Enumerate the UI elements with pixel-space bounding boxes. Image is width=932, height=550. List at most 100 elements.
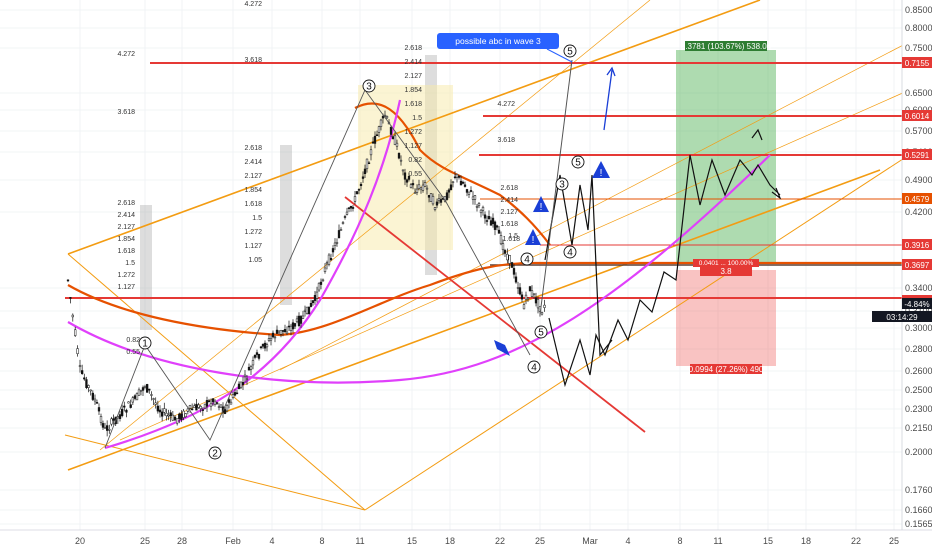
time-axis[interactable]: 20 25 28 Feb 4 8 11 15 18 22 25 Mar 4 8 11 15 18 22 25 xyxy=(0,529,932,550)
blue-arrow-head xyxy=(606,66,616,77)
candle-body xyxy=(118,414,122,419)
candle-body xyxy=(188,405,192,409)
candle-body xyxy=(381,115,385,119)
candle-body xyxy=(267,338,271,341)
candle-body xyxy=(287,325,291,328)
price-tag xyxy=(902,110,932,121)
fib-level-label: 2.127 xyxy=(244,173,262,180)
candle-body xyxy=(297,315,301,327)
candle-body xyxy=(167,414,170,417)
candle-body xyxy=(315,291,319,299)
candle-body xyxy=(197,404,200,408)
candle-body xyxy=(173,416,177,421)
candle-body xyxy=(487,216,491,220)
candle-body xyxy=(477,203,481,206)
candle-body xyxy=(518,287,522,295)
candle-body xyxy=(145,384,149,393)
price-tag-label: 0.5291 xyxy=(905,151,930,160)
candle-body xyxy=(143,386,147,388)
candle-body xyxy=(110,418,113,425)
candle-body xyxy=(524,294,528,300)
long-target-label: 0.3781 (103.67%) 538.04 xyxy=(681,42,772,51)
candle-body xyxy=(359,183,363,186)
price-tick-label: 0.4900 xyxy=(905,175,932,185)
wave3-line xyxy=(539,59,573,316)
blue-arrow xyxy=(603,69,613,131)
candle-body xyxy=(303,309,307,312)
candle-body xyxy=(341,222,345,224)
fib-level-label: 1.272 xyxy=(244,229,262,236)
candle-body xyxy=(184,413,187,418)
candle-body xyxy=(305,306,309,314)
candle-body xyxy=(105,425,109,431)
candle-body xyxy=(403,172,407,180)
wave-marker xyxy=(138,336,152,350)
fib-level-label: 1.127 xyxy=(244,243,262,250)
candle-body xyxy=(522,304,526,310)
entry-ratio-label: 3.8 xyxy=(720,267,732,276)
fib-level-label: 3.618 xyxy=(117,109,135,116)
candle-body xyxy=(190,408,194,411)
candle-body xyxy=(323,267,327,272)
ema-long xyxy=(67,261,932,337)
candle-body xyxy=(389,127,393,135)
price-tag xyxy=(872,311,932,322)
candle-body xyxy=(506,254,509,261)
time-tick-label: 15 xyxy=(763,536,773,546)
price-tag xyxy=(902,57,932,68)
svg-text:!: ! xyxy=(540,202,543,213)
candle-body xyxy=(87,385,90,388)
candle-body xyxy=(99,415,103,423)
candle-body xyxy=(231,394,235,398)
fib-level-label: 2.127 xyxy=(404,73,422,80)
wave-marker xyxy=(555,177,569,191)
candle-body xyxy=(76,348,79,354)
candle-body xyxy=(495,225,499,228)
candle-body xyxy=(133,395,137,399)
price-tag xyxy=(902,298,932,309)
candle-body xyxy=(225,405,229,412)
time-tick-label: Feb xyxy=(225,536,241,546)
candle-body xyxy=(83,377,86,380)
candle-body xyxy=(313,295,317,301)
fib-level-label: 1.5 xyxy=(412,115,422,122)
fib-level-label: 1.272 xyxy=(117,272,135,279)
candle-body xyxy=(491,217,495,225)
candle-body xyxy=(399,159,403,162)
candle-body xyxy=(203,403,207,409)
candle-body xyxy=(205,400,209,407)
candle-body xyxy=(540,312,544,315)
candle-body xyxy=(80,370,84,374)
candle-body xyxy=(245,378,249,380)
price-axis[interactable]: 0.85000.80000.75000.65000.60000.57000.54… xyxy=(872,0,932,530)
candle-body xyxy=(253,354,257,358)
fib-level-label: 1.272 xyxy=(404,129,422,136)
time-tick-label: 4 xyxy=(269,536,274,546)
candle-body xyxy=(247,366,251,371)
candle-body xyxy=(97,407,101,412)
candle-body xyxy=(481,206,485,211)
fib-level-label: 2.618 xyxy=(404,45,422,52)
candle-body xyxy=(461,181,465,184)
price-tag-label: 0.3916 xyxy=(905,241,930,250)
time-tick-label: 8 xyxy=(677,536,682,546)
candle-body xyxy=(277,330,281,333)
price-tag xyxy=(902,193,932,204)
price-tick-label: 0.8000 xyxy=(905,23,932,33)
candle-body xyxy=(273,336,277,339)
candle-body xyxy=(419,187,423,190)
fib-level-label: 2.127 xyxy=(117,224,135,231)
candle-body xyxy=(455,173,459,178)
candle-body xyxy=(331,248,335,253)
candle-body xyxy=(457,175,461,178)
candle-body xyxy=(237,383,241,390)
candle-body xyxy=(534,297,538,304)
candle-body xyxy=(311,300,315,303)
candle-body xyxy=(275,329,279,334)
candle-body xyxy=(439,199,443,203)
price-tick-label: 0.2150 xyxy=(905,423,932,433)
price-tick-label: 0.1760 xyxy=(905,485,932,495)
candle-body xyxy=(285,331,289,334)
candle-body xyxy=(471,196,475,200)
